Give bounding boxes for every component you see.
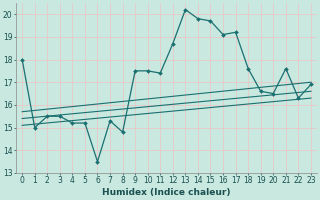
X-axis label: Humidex (Indice chaleur): Humidex (Indice chaleur): [102, 188, 231, 197]
